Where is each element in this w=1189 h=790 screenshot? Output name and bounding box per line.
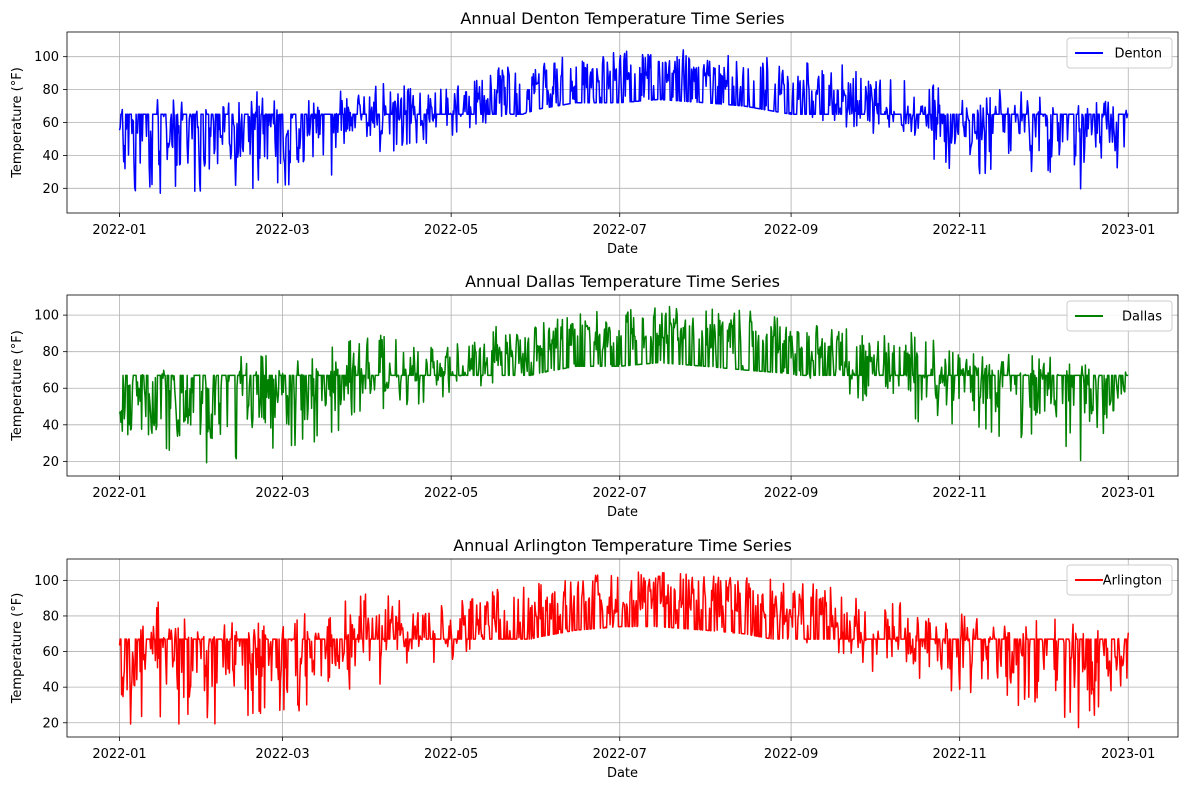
x-tick-label: 2022-05: [424, 223, 478, 238]
x-tick-label: 2022-07: [593, 223, 647, 238]
axes-frame: [66, 294, 1179, 477]
x-tick-label: 2022-09: [764, 747, 818, 762]
y-tick-label: 80: [42, 345, 59, 360]
axes-frame: [66, 558, 1179, 738]
y-tick-label: 20: [42, 716, 59, 731]
y-tick-label: 100: [34, 309, 59, 324]
x-tick-label: 2022-01: [92, 223, 146, 238]
x-tick-label: 2022-09: [764, 223, 818, 238]
y-tick-label: 100: [34, 574, 59, 589]
legend: Dallas: [1066, 300, 1173, 332]
x-tick-label: 2023-01: [1101, 223, 1155, 238]
x-axis-label: Date: [607, 505, 638, 520]
x-tick-label: 2022-03: [255, 486, 309, 501]
x-tick-label: 2022-03: [255, 223, 309, 238]
legend-label-dallas: Dallas: [1122, 310, 1162, 325]
y-tick-label: 100: [34, 50, 59, 65]
subplot-denton: 2022-01 2022-03 2022-05 2022-07 2022-09 2022-…: [10, 9, 1179, 257]
x-tick-label: 2022-05: [424, 747, 478, 762]
y-axis-label: Temperature (°F): [10, 330, 25, 442]
legend-box: [1066, 300, 1173, 332]
x-tick-label: 2022-01: [92, 486, 146, 501]
x-tick-label: 2023-01: [1101, 486, 1155, 501]
y-tick-label: 60: [42, 116, 59, 131]
legend-label-denton: Denton: [1114, 47, 1162, 62]
y-tick-label: 40: [42, 681, 59, 696]
y-axis-label: Temperature (°F): [10, 593, 25, 705]
x-tick-label: 2022-11: [933, 486, 987, 501]
y-tick-label: 80: [42, 83, 59, 98]
x-tick-label: 2022-09: [764, 486, 818, 501]
x-tick-label: 2022-07: [593, 486, 647, 501]
chart-title: Annual Dallas Temperature Time Series: [465, 272, 780, 291]
y-axis-label: Temperature (°F): [10, 67, 25, 179]
series-line-denton: [118, 49, 1129, 194]
x-tick-label: 2022-11: [933, 223, 987, 238]
x-axis-label: Date: [607, 766, 638, 781]
series-line-arlington: [118, 571, 1130, 729]
legend-box: [1066, 564, 1173, 596]
chart-title: Annual Arlington Temperature Time Series: [453, 536, 792, 555]
y-tick-label: 20: [42, 455, 59, 470]
y-tick-label: 60: [42, 382, 59, 397]
x-axis-label: Date: [607, 242, 638, 257]
x-tick-label: 2022-05: [424, 486, 478, 501]
y-tick-label: 40: [42, 149, 59, 164]
legend: Arlington: [1066, 564, 1173, 596]
legend-box: [1066, 37, 1173, 69]
x-tick-label: 2022-03: [255, 747, 309, 762]
y-tick-label: 40: [42, 418, 59, 433]
y-tick-label: 80: [42, 609, 59, 624]
x-tick-label: 2022-07: [593, 747, 647, 762]
subplot-arlington: 2022-01 2022-03 2022-05 2022-07 2022-09 2022-…: [10, 536, 1179, 781]
x-tick-label: 2023-01: [1101, 747, 1155, 762]
y-tick-label: 60: [42, 645, 59, 660]
chart-title: Annual Denton Temperature Time Series: [460, 9, 784, 28]
series-line-dallas: [118, 305, 1129, 464]
subplot-dallas: 2022-01 2022-03 2022-05 2022-07 2022-09 2022-…: [10, 272, 1179, 520]
y-tick-label: 20: [42, 182, 59, 197]
x-tick-label: 2022-01: [92, 747, 146, 762]
legend: Denton: [1066, 37, 1173, 69]
x-tick-label: 2022-11: [933, 747, 987, 762]
legend-label-arlington: Arlington: [1103, 574, 1162, 589]
